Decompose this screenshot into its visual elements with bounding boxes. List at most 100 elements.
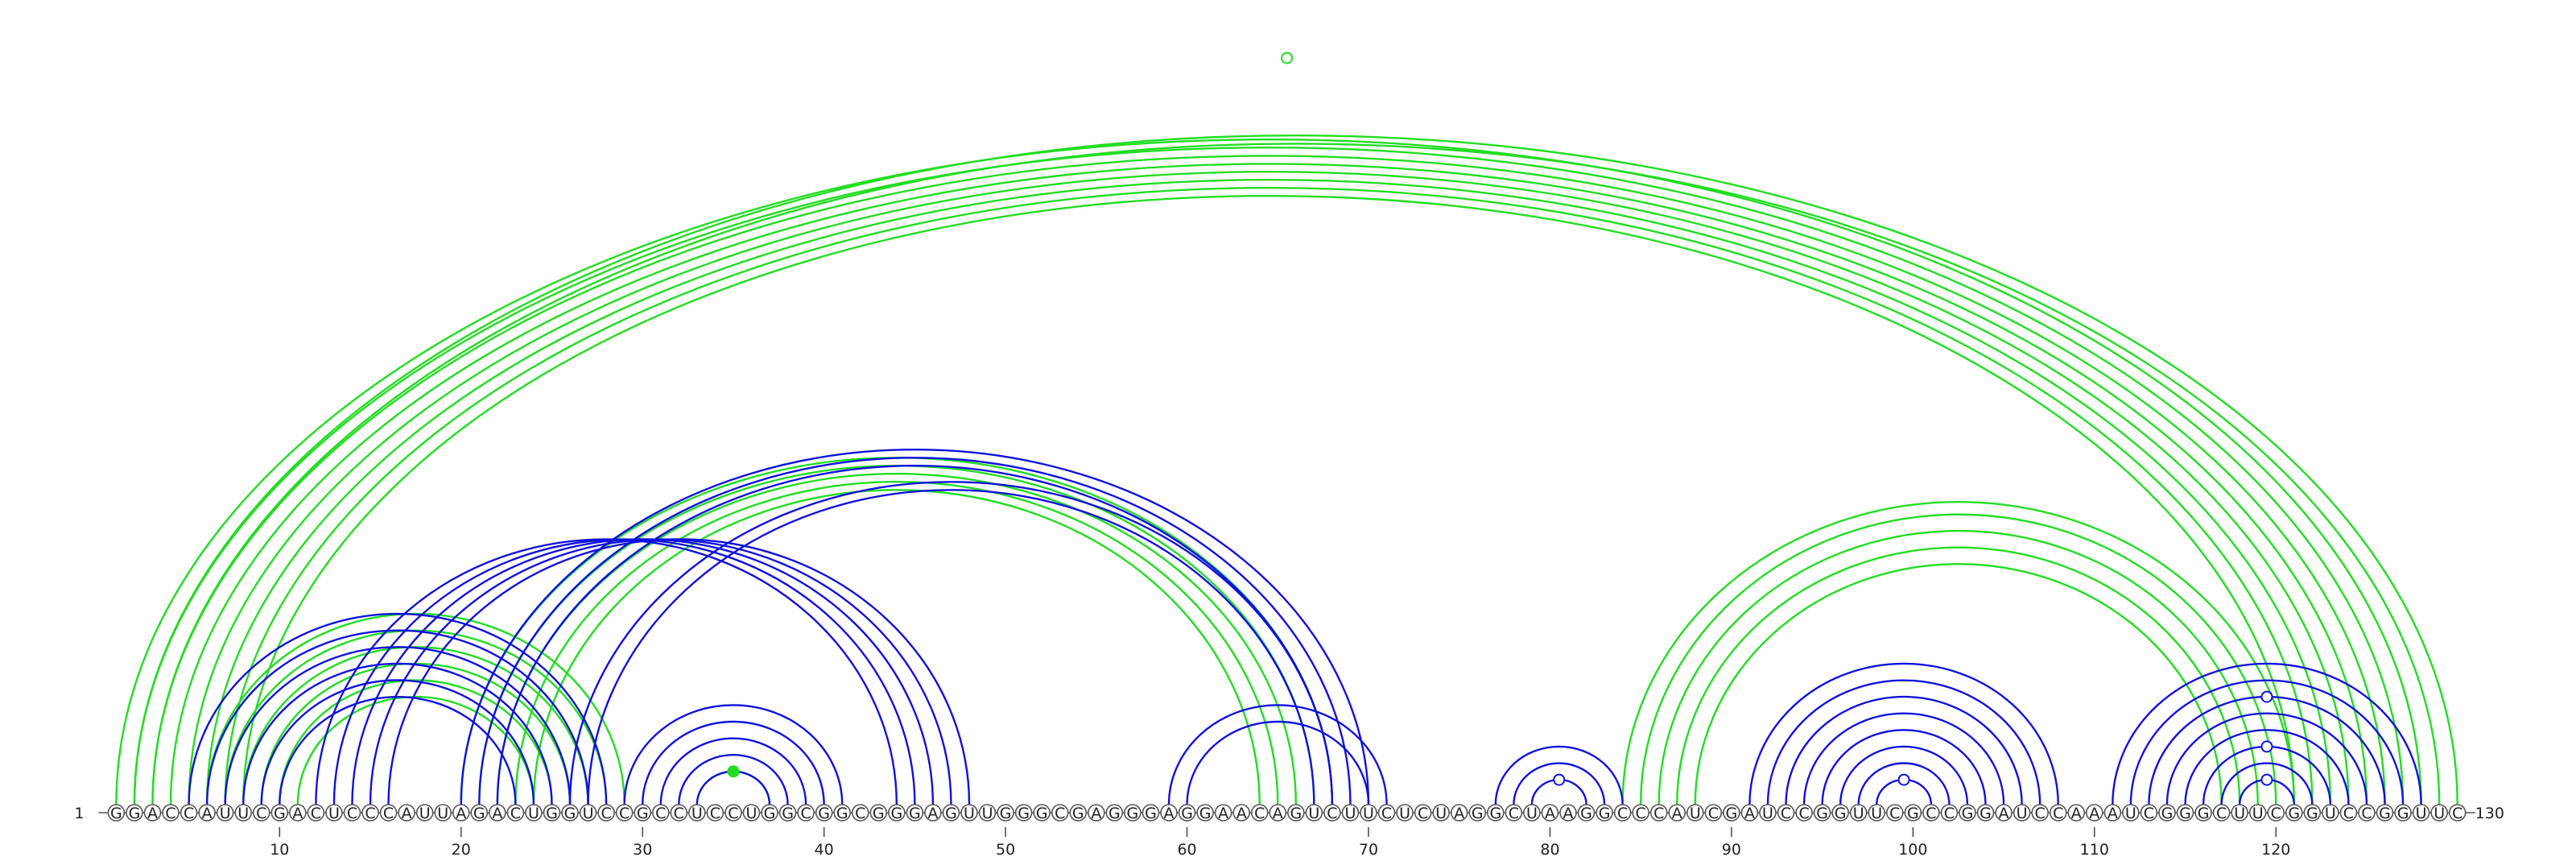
nucleotide-letter: A [1545,805,1555,822]
nucleotide-letter: U [1399,805,1410,822]
nucleotide: U [1759,804,1777,822]
nucleotide-circle [2267,804,2285,822]
nucleotide: C [2049,804,2067,822]
nucleotide: C [851,804,869,822]
nucleotide-letter: U [1853,805,1864,822]
nucleotide: U [1849,804,1868,822]
nucleotide-circle [651,804,670,822]
nucleotide: G [906,804,924,822]
nucleotide: A [1541,804,1559,822]
nucleotide: G [1577,804,1596,822]
nucleotide-letter: A [1091,805,1101,822]
nucleotide: C [307,804,325,822]
blue-arc-91-108 [1748,662,2059,805]
nucleotide-circle [1360,804,1377,822]
green-arc-85-120 [1641,515,2276,805]
nucleotide: G [2394,804,2412,822]
nucleotide-letter: C [1781,805,1791,822]
nucleotide-circle [2430,804,2448,822]
nucleotide-letter: G [1599,805,1611,822]
nucleotide-circle [634,804,652,822]
nucleotide: G [942,804,960,822]
nucleotide-circle [1033,804,1051,822]
nucleotide-letter: A [1164,805,1174,822]
nucleotide-letter: U [2125,805,2136,822]
nucleotide-letter: U [583,805,594,822]
nucleotide-letter: C [1708,805,1719,822]
green-arc-2-130 [133,134,2458,805]
nucleotide-circle [1377,804,1396,822]
nucleotide-letter: G [564,805,576,822]
nucleotide-circle [1468,804,1487,822]
blue-arc-78-83 [1513,762,1606,805]
nucleotide-circle [2376,804,2394,822]
nucleotide-circle [797,804,815,822]
nucleotide-circle [2122,804,2140,822]
nucleotide: U [2248,804,2267,822]
nucleotide-letter: G [890,805,902,822]
nucleotide-letter: G [909,805,921,822]
green-arc-20-68 [460,456,1334,805]
blue-arc-32-38 [678,754,789,805]
blue-arc-92-107 [1766,680,2041,805]
nucleotide-letter: C [1381,805,1392,822]
nucleotide-letter: A [1218,805,1228,822]
nucleotide-letter: C [1889,805,1900,822]
nucleotide-circle [869,804,888,822]
nucleotide: G [126,804,143,822]
nucleotide-circle [1414,804,1432,822]
nucleotide-circle [361,804,379,822]
nucleotide-letter: C [383,805,394,822]
nucleotide-letter: A [292,805,303,822]
green-arc-2-127 [133,146,2405,805]
nucleotide: U [579,804,597,822]
nucleotide-circle [162,804,180,822]
axis-tick-label: 30 [633,841,652,857]
nucleotide-circle [2140,804,2158,822]
nucleotide-circle [742,804,761,822]
nucleotide-circle [724,804,742,822]
nucleotide-letter: U [237,805,249,822]
nucleotide: G [2194,804,2212,822]
nucleotide-circle [1922,804,1940,822]
nucleotide-letter: G [873,805,885,822]
nucleotide: G [1831,804,1849,822]
nucleotide: C [1649,804,1668,822]
end-label: 130 [2475,805,2504,822]
nucleotide: C [1377,804,1396,822]
axis-tick-label: 90 [1722,841,1741,857]
blue-arc-15-47 [369,538,952,805]
nucleotide-circle [289,804,307,822]
blue-arc-94-105 [1802,712,2005,805]
nucleotide: A [1668,804,1686,822]
nucleotide-circle [2412,804,2430,822]
axis-tick-label: 40 [815,841,834,857]
nucleotide-letter: G [836,805,848,822]
nucleotide-circle [1432,804,1450,822]
nucleotide-letter: C [1653,805,1664,822]
nucleotide-letter: U [982,805,993,822]
nucleotide: U [434,804,452,822]
nucleotide: C [797,804,815,822]
nucleotide-circle [1649,804,1668,822]
green-arc-8-121 [242,195,2295,805]
nucleotide: C [2140,804,2158,822]
nucleotide: U [2322,804,2339,822]
nucleotide-circle [1523,804,1541,822]
nucleotide-letter: A [1273,805,1283,822]
nucleotide-letter: C [510,805,521,822]
nucleotide: A [489,804,506,822]
nucleotide-circle [1613,804,1632,822]
nucleotide-circle [1995,804,2013,822]
nucleotide-letter: G [129,805,141,822]
nucleotide: G [869,804,888,822]
nucleotide-letter: G [274,805,286,822]
nucleotide: A [1740,804,1759,822]
blue-arc-31-39 [659,737,807,805]
blue-arc-115-124 [2184,729,2350,805]
nucleotide-circle [978,804,997,822]
nucleotide: G [1813,804,1831,822]
nucleotide-letter: G [1835,805,1847,822]
nucleotide: C [180,804,198,822]
